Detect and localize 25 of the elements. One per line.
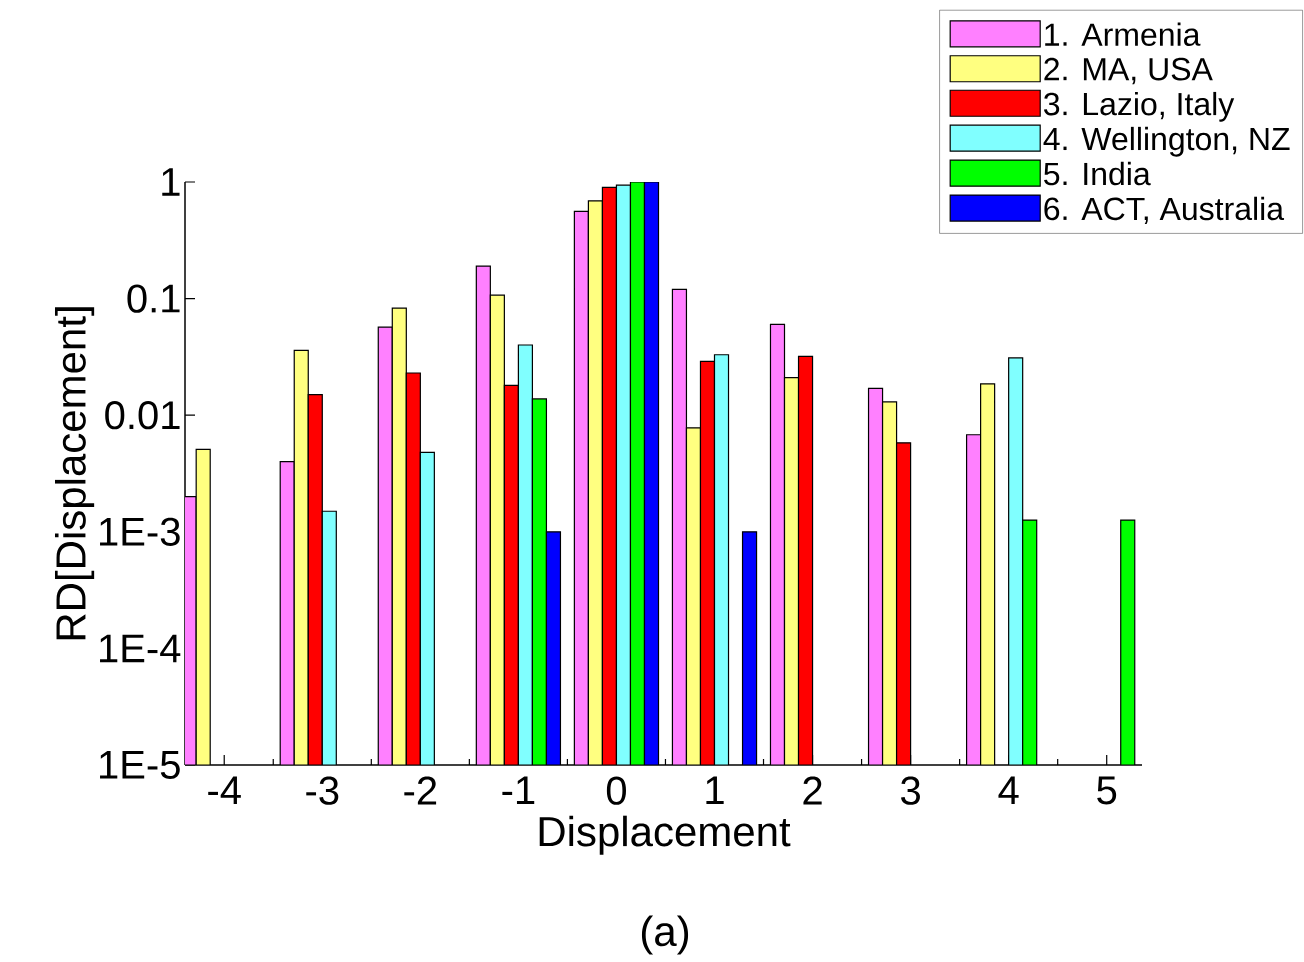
y-tick-label: 0.1 bbox=[127, 284, 180, 313]
x-tick-label: 1 bbox=[706, 776, 724, 805]
x-tick-label: -2 bbox=[404, 776, 437, 805]
x-tick-label: 2 bbox=[803, 776, 822, 805]
x-tick-label: -1 bbox=[502, 776, 535, 805]
y-tick-label: 0.01 bbox=[105, 401, 180, 430]
legend-label: 6. ACT, Australia bbox=[1044, 196, 1285, 224]
x-tick-label: -3 bbox=[306, 776, 339, 805]
legend-label: 1. Armenia bbox=[1045, 22, 1201, 46]
x-tick-label: 4 bbox=[998, 776, 1019, 805]
legend-label: 4. Wellington, NZ bbox=[1043, 126, 1290, 157]
y-tick-label: 1E-3 bbox=[100, 517, 180, 546]
y-tick-label: 1E-4 bbox=[100, 634, 181, 663]
legend-label: 5. India bbox=[1044, 161, 1151, 186]
x-tick-label: 0 bbox=[606, 776, 626, 805]
y-tick-label: 1E-5 bbox=[100, 751, 180, 779]
y-axis-title: RD[Displacement] bbox=[54, 307, 95, 640]
y-tick-label: 1 bbox=[162, 168, 180, 196]
x-tick-label: -4 bbox=[208, 776, 241, 805]
x-tick-label: 3 bbox=[901, 776, 920, 805]
x-tick-label: 5 bbox=[1097, 776, 1117, 805]
text: (a) bbox=[641, 915, 689, 955]
x-axis-title: Displacement bbox=[539, 815, 791, 855]
legend-label: 3. Lazio, Italy bbox=[1044, 91, 1235, 122]
legend-label: 2. MA, USA bbox=[1044, 57, 1213, 85]
